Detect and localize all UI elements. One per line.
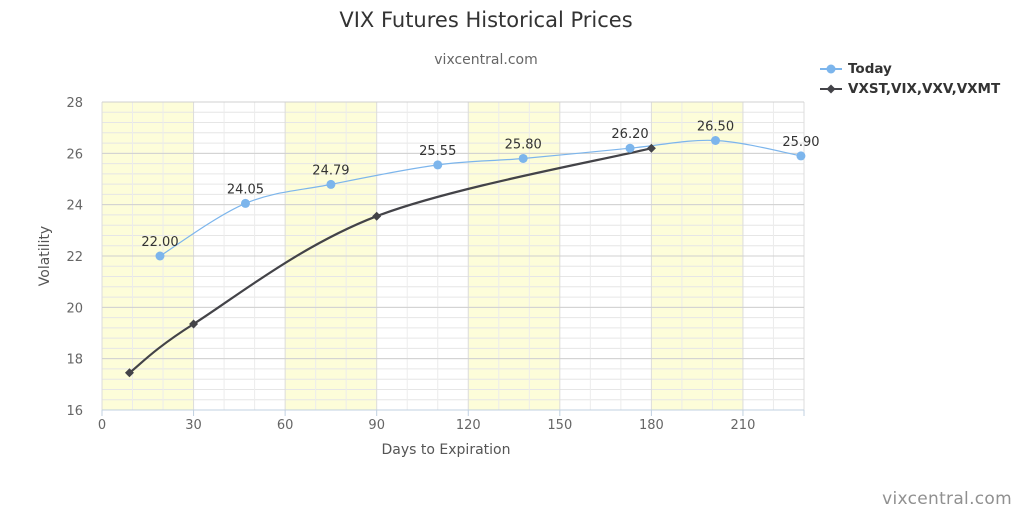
y-tick-label: 22 (66, 250, 83, 265)
data-label: 24.05 (227, 182, 264, 197)
x-tick-label: 30 (185, 418, 202, 433)
data-point-today[interactable] (326, 179, 336, 189)
legend-item-vix-term[interactable]: VXST,VIX,VXV,VXMT (820, 79, 1000, 99)
data-label: 24.79 (312, 163, 349, 178)
y-tick-label: 18 (66, 353, 83, 368)
circle-marker-icon (820, 64, 842, 74)
data-label: 22.00 (141, 235, 178, 250)
data-point-vix-term[interactable] (189, 319, 199, 329)
data-point-today[interactable] (433, 160, 443, 170)
data-point-today[interactable] (625, 143, 635, 153)
data-point-today[interactable] (155, 251, 165, 261)
y-axis-title: Volatility (37, 226, 53, 286)
credit-link[interactable]: vixcentral.com (882, 489, 1012, 509)
y-tick-label: 28 (66, 96, 83, 111)
series-line-today (159, 139, 802, 257)
data-label: 25.55 (419, 144, 456, 159)
x-axis-title: Days to Expiration (382, 442, 511, 458)
x-tick-label: 90 (368, 418, 385, 433)
x-tick-label: 120 (456, 418, 481, 433)
data-point-today[interactable] (518, 153, 528, 163)
x-tick-label: 210 (731, 418, 756, 433)
data-point-vix-term[interactable] (124, 368, 134, 378)
diamond-marker-icon (820, 84, 842, 94)
data-point-vix-term[interactable] (646, 143, 656, 153)
legend-label-today: Today (848, 61, 892, 77)
y-tick-label: 20 (66, 301, 83, 316)
y-tick-label: 16 (66, 404, 83, 419)
series-line-vix-term (128, 147, 652, 374)
data-point-today[interactable] (710, 136, 720, 145)
data-label: 25.90 (782, 135, 819, 150)
data-point-today[interactable] (796, 151, 806, 161)
x-tick-label: 60 (277, 418, 294, 433)
legend-item-today[interactable]: Today (820, 59, 1000, 79)
data-label: 25.80 (505, 137, 542, 152)
legend: Today VXST,VIX,VXV,VXMT (820, 59, 1000, 99)
x-tick-label: 0 (98, 418, 106, 433)
data-point-vix-term[interactable] (372, 211, 382, 221)
x-tick-label: 150 (547, 418, 572, 433)
chart-subtitle: vixcentral.com (434, 52, 538, 68)
y-tick-label: 26 (66, 147, 83, 162)
data-label: 26.20 (611, 127, 648, 142)
chart-title: VIX Futures Historical Prices (339, 8, 633, 32)
data-point-today[interactable] (240, 198, 250, 208)
data-label: 26.50 (697, 120, 734, 135)
y-tick-label: 24 (66, 199, 83, 214)
legend-label-vix-term: VXST,VIX,VXV,VXMT (848, 81, 1001, 97)
x-tick-label: 180 (639, 418, 664, 433)
